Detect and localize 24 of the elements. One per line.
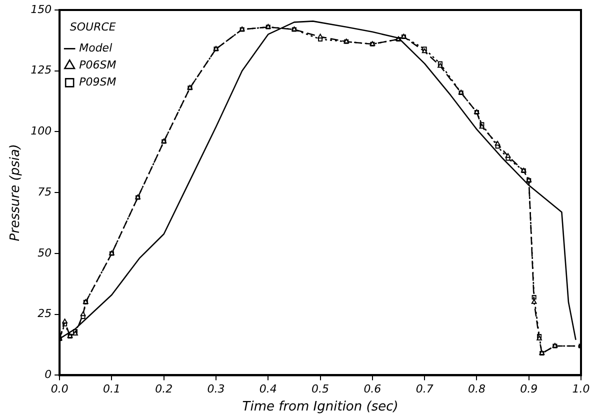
y-tick-label: 0 (44, 368, 52, 382)
x-tick-label: 0.1 (102, 382, 120, 396)
x-tick-label: 0.7 (416, 382, 434, 396)
y-tick-label: 50 (38, 246, 52, 260)
x-tick-label: 0.5 (312, 382, 330, 396)
x-tick-label: 0.3 (207, 382, 225, 396)
y-tick-label: 150 (30, 2, 52, 16)
legend-label: Model (79, 42, 112, 55)
y-tick-label: 125 (30, 64, 52, 77)
x-tick-label: 0.6 (364, 382, 382, 396)
y-tick-label: 75 (38, 185, 52, 198)
y-axis-title: Pressure (psia) (8, 144, 24, 242)
x-tick-label: 0.8 (468, 382, 486, 396)
legend-label: P06SM (79, 58, 117, 72)
x-tick-label: 0.2 (155, 382, 173, 396)
x-tick-label: 0.9 (520, 382, 538, 396)
legend-label: P09SM (79, 76, 117, 89)
y-tick-label: 100 (30, 124, 52, 138)
x-tick-label: 0.4 (259, 382, 277, 396)
x-tick-label: 1.0 (572, 382, 590, 396)
y-tick-label: 25 (38, 307, 52, 320)
legend-title: SOURCE (70, 20, 116, 34)
x-tick-label: 0.0 (50, 382, 68, 396)
x-axis-title: Time from Ignition (sec) (242, 400, 398, 415)
